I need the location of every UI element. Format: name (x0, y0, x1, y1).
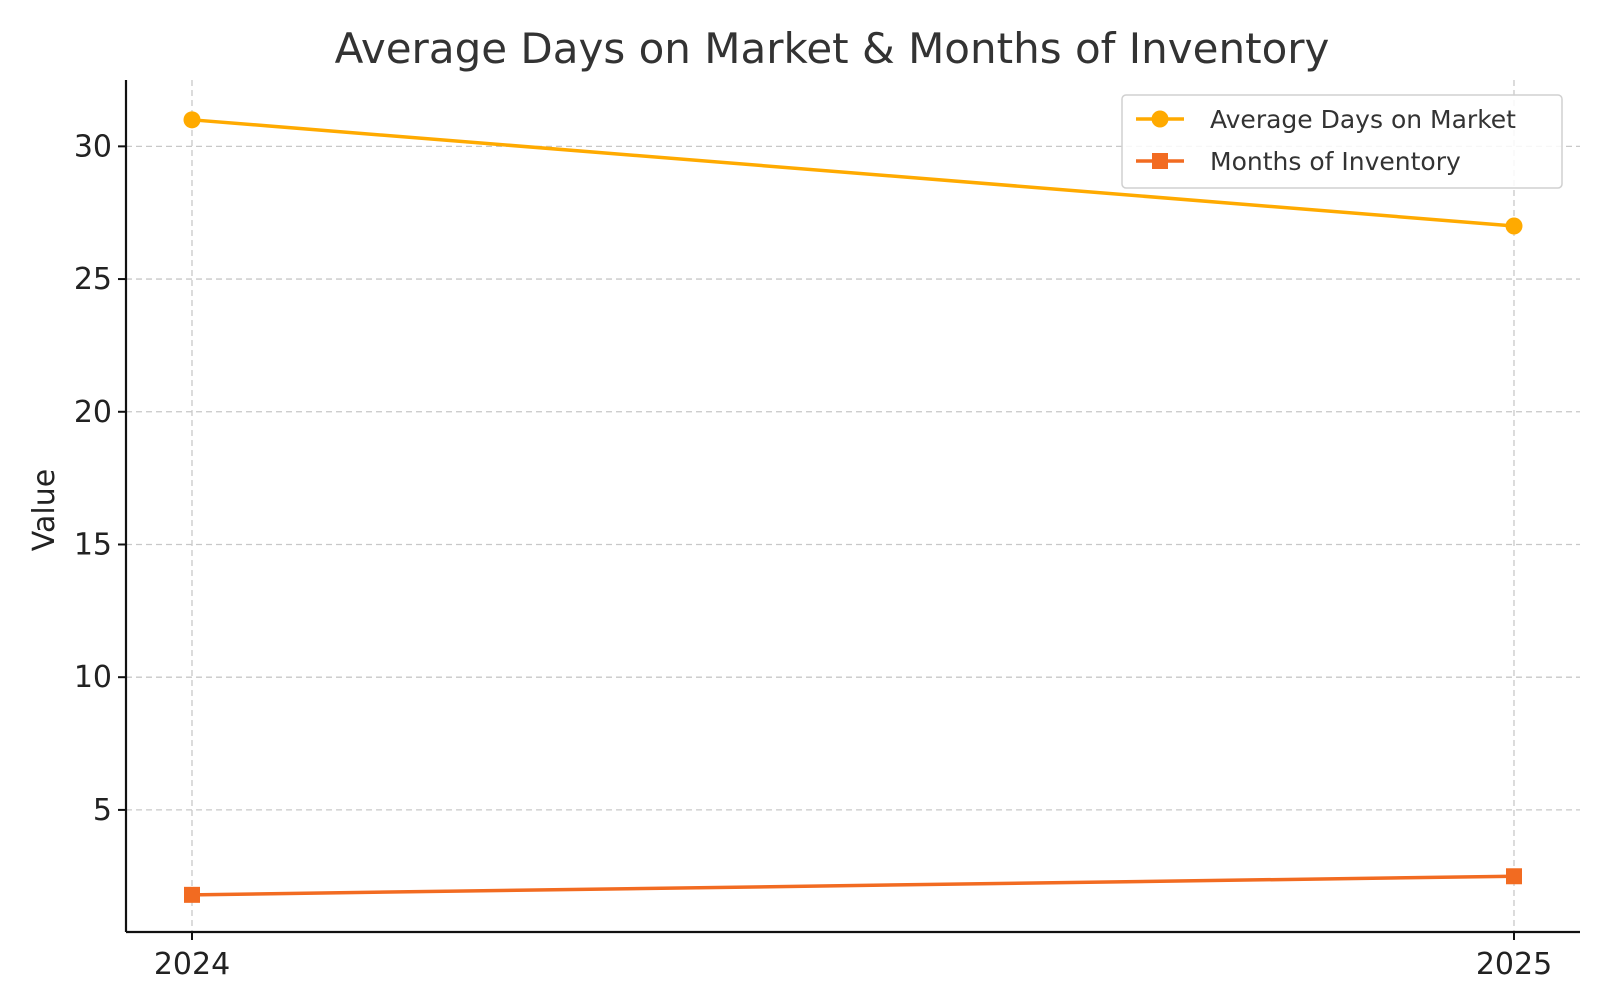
y-tick-label: 15 (74, 527, 112, 562)
series-2 (184, 868, 1522, 903)
y-tick-label: 10 (74, 660, 112, 695)
series-line (191, 118, 1515, 228)
legend-item: Months of Inventory (1136, 147, 1461, 176)
legend-swatch-marker (1151, 110, 1169, 128)
y-tick-label: 5 (93, 793, 112, 828)
data-series (183, 111, 1523, 903)
legend-label: Average Days on Market (1210, 105, 1516, 134)
data-point-marker (184, 886, 200, 903)
legend: Average Days on Market Months of Inventor… (1121, 94, 1563, 189)
legend-label: Months of Inventory (1210, 147, 1461, 176)
chart-title: Average Days on Market & Months of Inven… (335, 24, 1330, 73)
y-tick-label: 20 (74, 395, 112, 430)
legend-swatch-marker (1152, 153, 1168, 169)
series-line (191, 874, 1515, 897)
axes (124, 80, 1580, 934)
data-point-marker (183, 111, 201, 129)
legend-item: Average Days on Market (1136, 105, 1516, 134)
data-point-marker (1505, 217, 1523, 235)
grid-lines (126, 80, 1580, 932)
y-tick-label: 25 (74, 262, 112, 297)
y-tick-label: 30 (74, 129, 112, 164)
x-tick-label: 2024 (154, 947, 230, 982)
x-tick-label: 2025 (1476, 947, 1552, 982)
data-point-marker (1506, 868, 1522, 885)
y-axis-label: Value (27, 469, 62, 551)
legend-box (1121, 94, 1563, 189)
series-1 (183, 111, 1523, 235)
